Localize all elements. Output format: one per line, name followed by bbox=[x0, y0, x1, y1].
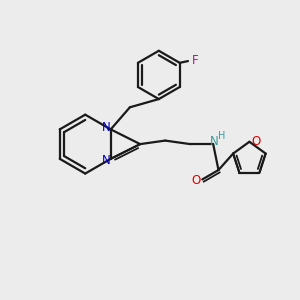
Text: F: F bbox=[192, 54, 198, 67]
Text: N: N bbox=[102, 122, 111, 134]
Text: N: N bbox=[210, 135, 219, 148]
Text: N: N bbox=[102, 154, 111, 167]
Text: H: H bbox=[218, 131, 225, 141]
Text: O: O bbox=[191, 174, 200, 188]
Text: O: O bbox=[251, 135, 260, 148]
